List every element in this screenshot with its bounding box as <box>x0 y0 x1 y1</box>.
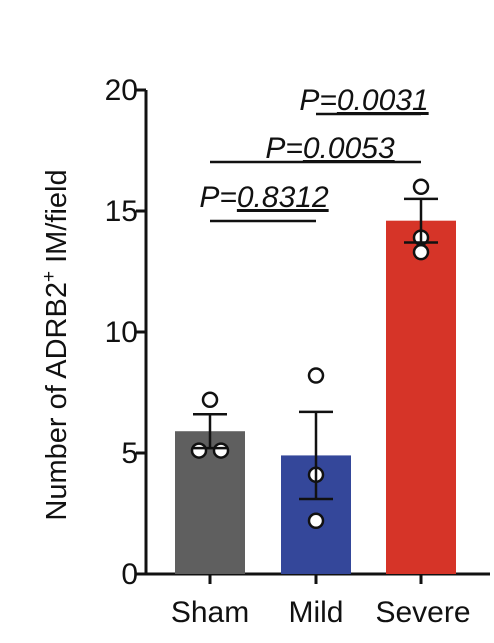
point-mild-3 <box>307 512 325 530</box>
comparison-prefix-2: P= <box>265 132 303 165</box>
y-tick-label-10: 10 <box>105 316 138 349</box>
error-bars <box>193 197 438 501</box>
y-tick-label-0: 0 <box>121 558 138 591</box>
comparison-prefix-1: P= <box>199 181 237 214</box>
point-severe-3 <box>412 243 430 261</box>
comparison-prefix-3: P= <box>299 84 337 117</box>
comparison-label-1: P=0.8312 <box>199 181 329 214</box>
point-severe-1 <box>412 178 430 196</box>
y-tick-label-5: 5 <box>121 437 138 470</box>
point-sham-3 <box>212 442 230 459</box>
bars <box>175 220 456 574</box>
y-tick-label-15: 15 <box>105 195 138 228</box>
comparison-value-1: 0.8312 <box>237 181 329 214</box>
axes: 0 5 10 15 20 Sham Mild Severe <box>105 74 490 629</box>
y-axis-label-tail: IM/field <box>41 169 73 271</box>
bar-severe <box>386 220 456 574</box>
comparison-value-3: 0.0031 <box>337 84 429 117</box>
x-tick-label-mild: Mild <box>288 596 343 629</box>
point-sham-2 <box>190 442 208 459</box>
y-axis-label-superscript: + <box>39 271 60 282</box>
x-tick-label-sham: Sham <box>171 596 249 629</box>
comparison-label-3: P=0.0031 <box>299 84 428 117</box>
y-tick-label-20: 20 <box>105 74 138 107</box>
point-sham-1 <box>201 391 219 409</box>
point-mild-1 <box>307 367 325 384</box>
comparison-value-2: 0.0053 <box>303 132 395 165</box>
comparison-label-2: P=0.0053 <box>265 132 395 165</box>
bar-sham <box>175 431 245 574</box>
x-tick-label-severe: Severe <box>375 596 470 629</box>
y-axis-label-main: Number of ADRB2 <box>41 282 73 521</box>
y-axis-label: Number of ADRB2+ IM/field <box>39 169 73 520</box>
